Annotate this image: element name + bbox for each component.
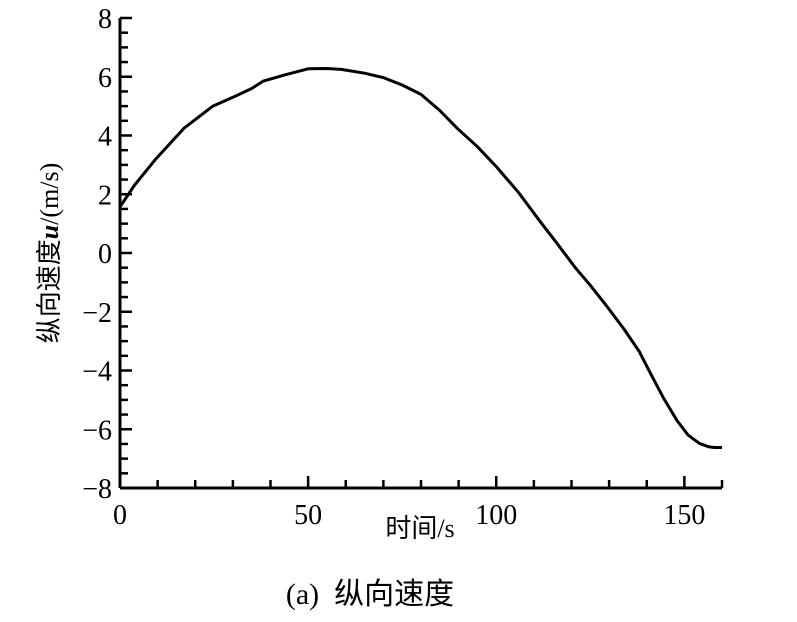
y-tick-label: 6 — [98, 63, 112, 94]
x-tick-label: 100 — [475, 500, 517, 531]
y-tick-label: −2 — [82, 298, 112, 329]
y-tick-label: 8 — [98, 4, 112, 35]
y-axis-label: 纵向速度u/(m/s) — [35, 163, 64, 344]
y-axis-label-var: u — [35, 225, 64, 239]
x-tick-label: 0 — [113, 500, 127, 531]
y-tick-label: −4 — [82, 357, 112, 388]
y-axis-label-suffix: /(m/s) — [35, 163, 64, 225]
y-axis-label-prefix: 纵向速度 — [35, 239, 64, 343]
x-axis-label: 时间/s — [385, 514, 454, 543]
y-tick-label: −8 — [82, 474, 112, 505]
y-tick-label: 0 — [98, 239, 112, 270]
figure-caption: (a) 纵向速度 — [286, 578, 454, 611]
x-tick-label: 150 — [663, 500, 705, 531]
series-line-u — [118, 67, 722, 449]
x-tick-label: 50 — [294, 500, 322, 531]
y-tick-label: 4 — [98, 122, 112, 153]
axis-ticks — [118, 16, 724, 490]
y-tick-label: −6 — [82, 415, 112, 446]
y-tick-label: 2 — [98, 180, 112, 211]
